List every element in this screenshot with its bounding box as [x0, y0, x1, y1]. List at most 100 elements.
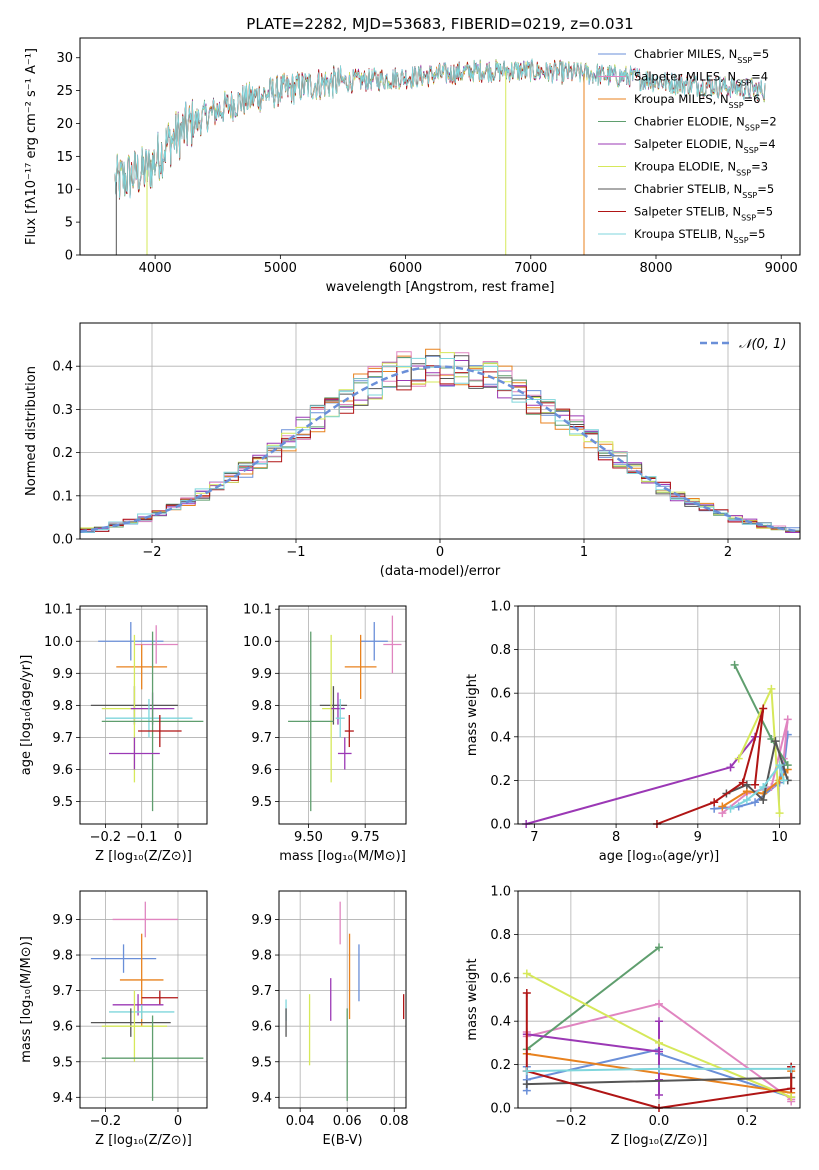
x-axis-label: wavelength [Angstrom, rest frame]	[326, 280, 555, 295]
y-tick-label: 9.5	[52, 1055, 73, 1070]
residual-histogram-step	[80, 357, 800, 533]
x-tick-label: 9	[694, 830, 702, 845]
mass-weight-line	[526, 1021, 660, 1095]
y-tick-label: 9.9	[52, 913, 73, 928]
legend-label: Salpeter MILES, NSSP=4	[634, 70, 768, 88]
x-tick-label: 9.50	[294, 830, 323, 845]
figure-title: PLATE=2282, MJD=53683, FIBERID=0219, z=0…	[246, 15, 633, 33]
legend-label: Kroupa MILES, NSSP=6	[634, 92, 760, 110]
x-tick-label: 5000	[264, 261, 297, 276]
x-tick-label: 0.08	[380, 1114, 409, 1129]
y-axis-label: Normed distribution	[24, 366, 39, 496]
x-tick-label: 9.75	[351, 830, 380, 845]
y-tick-label: 9.7	[52, 984, 73, 999]
x-axis-label: Z [log₁₀(Z/Z⊙)]	[611, 1133, 708, 1148]
y-tick-label: 9.7	[251, 984, 272, 999]
mass-weight-marker	[783, 730, 792, 739]
y-axis-label: age [log₁₀(age/yr)]	[19, 655, 34, 776]
y-tick-label: 0.3	[52, 403, 73, 418]
y-tick-label: 10.1	[243, 603, 272, 618]
y-tick-label: 9.9	[251, 667, 272, 682]
mass-weight-marker	[759, 704, 768, 713]
y-tick-label: 9.9	[251, 913, 272, 928]
mass-weight-marker	[783, 715, 792, 724]
legend-label: Kroupa STELIB, NSSP=5	[634, 227, 765, 245]
mass-weight-marker	[775, 809, 784, 818]
mass-weight-marker	[522, 988, 531, 997]
y-axis-label: Flux [fλ10⁻¹⁷ erg cm⁻² s⁻¹ A⁻¹]	[24, 48, 39, 245]
age_vs_mass-axes: 9.50 9.75 9.5 9.6 9.7 9.8 9.9 10.0 10.1 mass [log…	[243, 603, 406, 864]
x-tick-label: 9000	[765, 261, 798, 276]
y-tick-label: 1.0	[490, 600, 511, 615]
y-tick-label: 9.5	[251, 795, 272, 810]
mass-weight-marker	[726, 763, 735, 772]
x-axis-label: Z [log₁₀(Z/Z⊙)]	[95, 849, 192, 864]
mass_vs_Z-frame	[79, 890, 208, 1109]
y-tick-label: 0.2	[490, 1058, 511, 1073]
panels-group: 4000 5000 6000 7000 8000 9000051015202530wave…	[19, 37, 801, 1148]
x-tick-label: −0.2	[90, 830, 122, 845]
y-tick-label: 15	[56, 150, 73, 165]
x-tick-label: 6000	[389, 261, 422, 276]
mass_vs_EBV-points	[285, 901, 405, 1101]
mass_vs_Z-points	[90, 901, 204, 1101]
spectrum-plot-area	[114, 58, 766, 255]
x-axis-label: mass [log₁₀(M/M⊙)]	[279, 849, 406, 864]
mass-weight-marker	[787, 1084, 796, 1093]
mass-weight-marker	[775, 761, 784, 770]
x-axis-label: (data-model)/error	[380, 564, 501, 579]
x-tick-label: 0	[436, 545, 444, 560]
y-tick-label: 9.8	[52, 949, 73, 964]
y-tick-label: 0.4	[490, 730, 511, 745]
y-tick-label: 20	[56, 117, 73, 132]
legend-label: Chabrier MILES, NSSP=5	[634, 47, 769, 65]
y-tick-label: 0.2	[490, 774, 511, 789]
y-tick-label: 0.8	[490, 643, 511, 658]
mass-weight-marker	[522, 969, 531, 978]
y-tick-label: 10.0	[243, 635, 272, 650]
mass_weight_vs_Z-frame	[517, 890, 801, 1109]
x-tick-label: 7	[530, 830, 538, 845]
legend-label: Salpeter STELIB, NSSP=5	[634, 205, 773, 223]
x-tick-label: 1	[580, 545, 588, 560]
legend-label: Kroupa ELODIE, NSSP=3	[634, 160, 768, 178]
mass-weight-marker	[738, 778, 747, 787]
mass_weight_vs_age-series	[522, 660, 792, 828]
mass-weight-marker	[655, 1064, 663, 1073]
y-tick-label: 9.5	[52, 795, 73, 810]
legend-label: Salpeter ELODIE, NSSP=4	[634, 137, 776, 155]
x-tick-label: 8	[612, 830, 620, 845]
x-axis-label: Z [log₁₀(Z/Z⊙)]	[95, 1133, 192, 1148]
x-axis-label: E(B-V)	[322, 1133, 362, 1148]
y-tick-label: 0.4	[52, 360, 73, 375]
mass-weight-marker	[730, 660, 739, 669]
y-tick-label: 9.6	[52, 763, 73, 778]
mass-weight-marker	[771, 737, 780, 746]
mass-weight-marker	[742, 780, 751, 789]
x-tick-label: 0	[174, 830, 182, 845]
mass-weight-marker	[655, 1017, 663, 1026]
y-axis-label: mass [log₁₀(M/M⊙)]	[19, 936, 34, 1063]
y-tick-label: 9.9	[52, 667, 73, 682]
legend-label: 𝒩(0, 1)	[739, 337, 786, 352]
mass-weight-marker	[751, 780, 760, 789]
y-tick-label: 10.0	[44, 635, 73, 650]
mass-weight-marker	[655, 1090, 663, 1099]
y-tick-label: 10	[56, 183, 73, 198]
y-tick-label: 9.6	[251, 1020, 272, 1035]
x-tick-label: −2	[142, 545, 161, 560]
mass-weight-marker	[759, 782, 768, 791]
mass-weight-marker	[751, 798, 760, 807]
y-tick-label: 0.8	[490, 928, 511, 943]
x-tick-label: 7000	[514, 261, 547, 276]
mass-weight-marker	[522, 1067, 531, 1076]
y-tick-label: 9.5	[251, 1055, 272, 1070]
y-tick-label: 9.8	[251, 699, 272, 714]
x-tick-label: 8000	[639, 261, 672, 276]
residuals-plot-area	[80, 348, 800, 533]
y-tick-label: 0.6	[490, 971, 511, 986]
y-tick-label: 9.4	[52, 1091, 73, 1106]
mass-weight-marker	[787, 1093, 796, 1102]
y-tick-label: 9.7	[251, 731, 272, 746]
x-tick-label: −0.2	[90, 1114, 122, 1129]
